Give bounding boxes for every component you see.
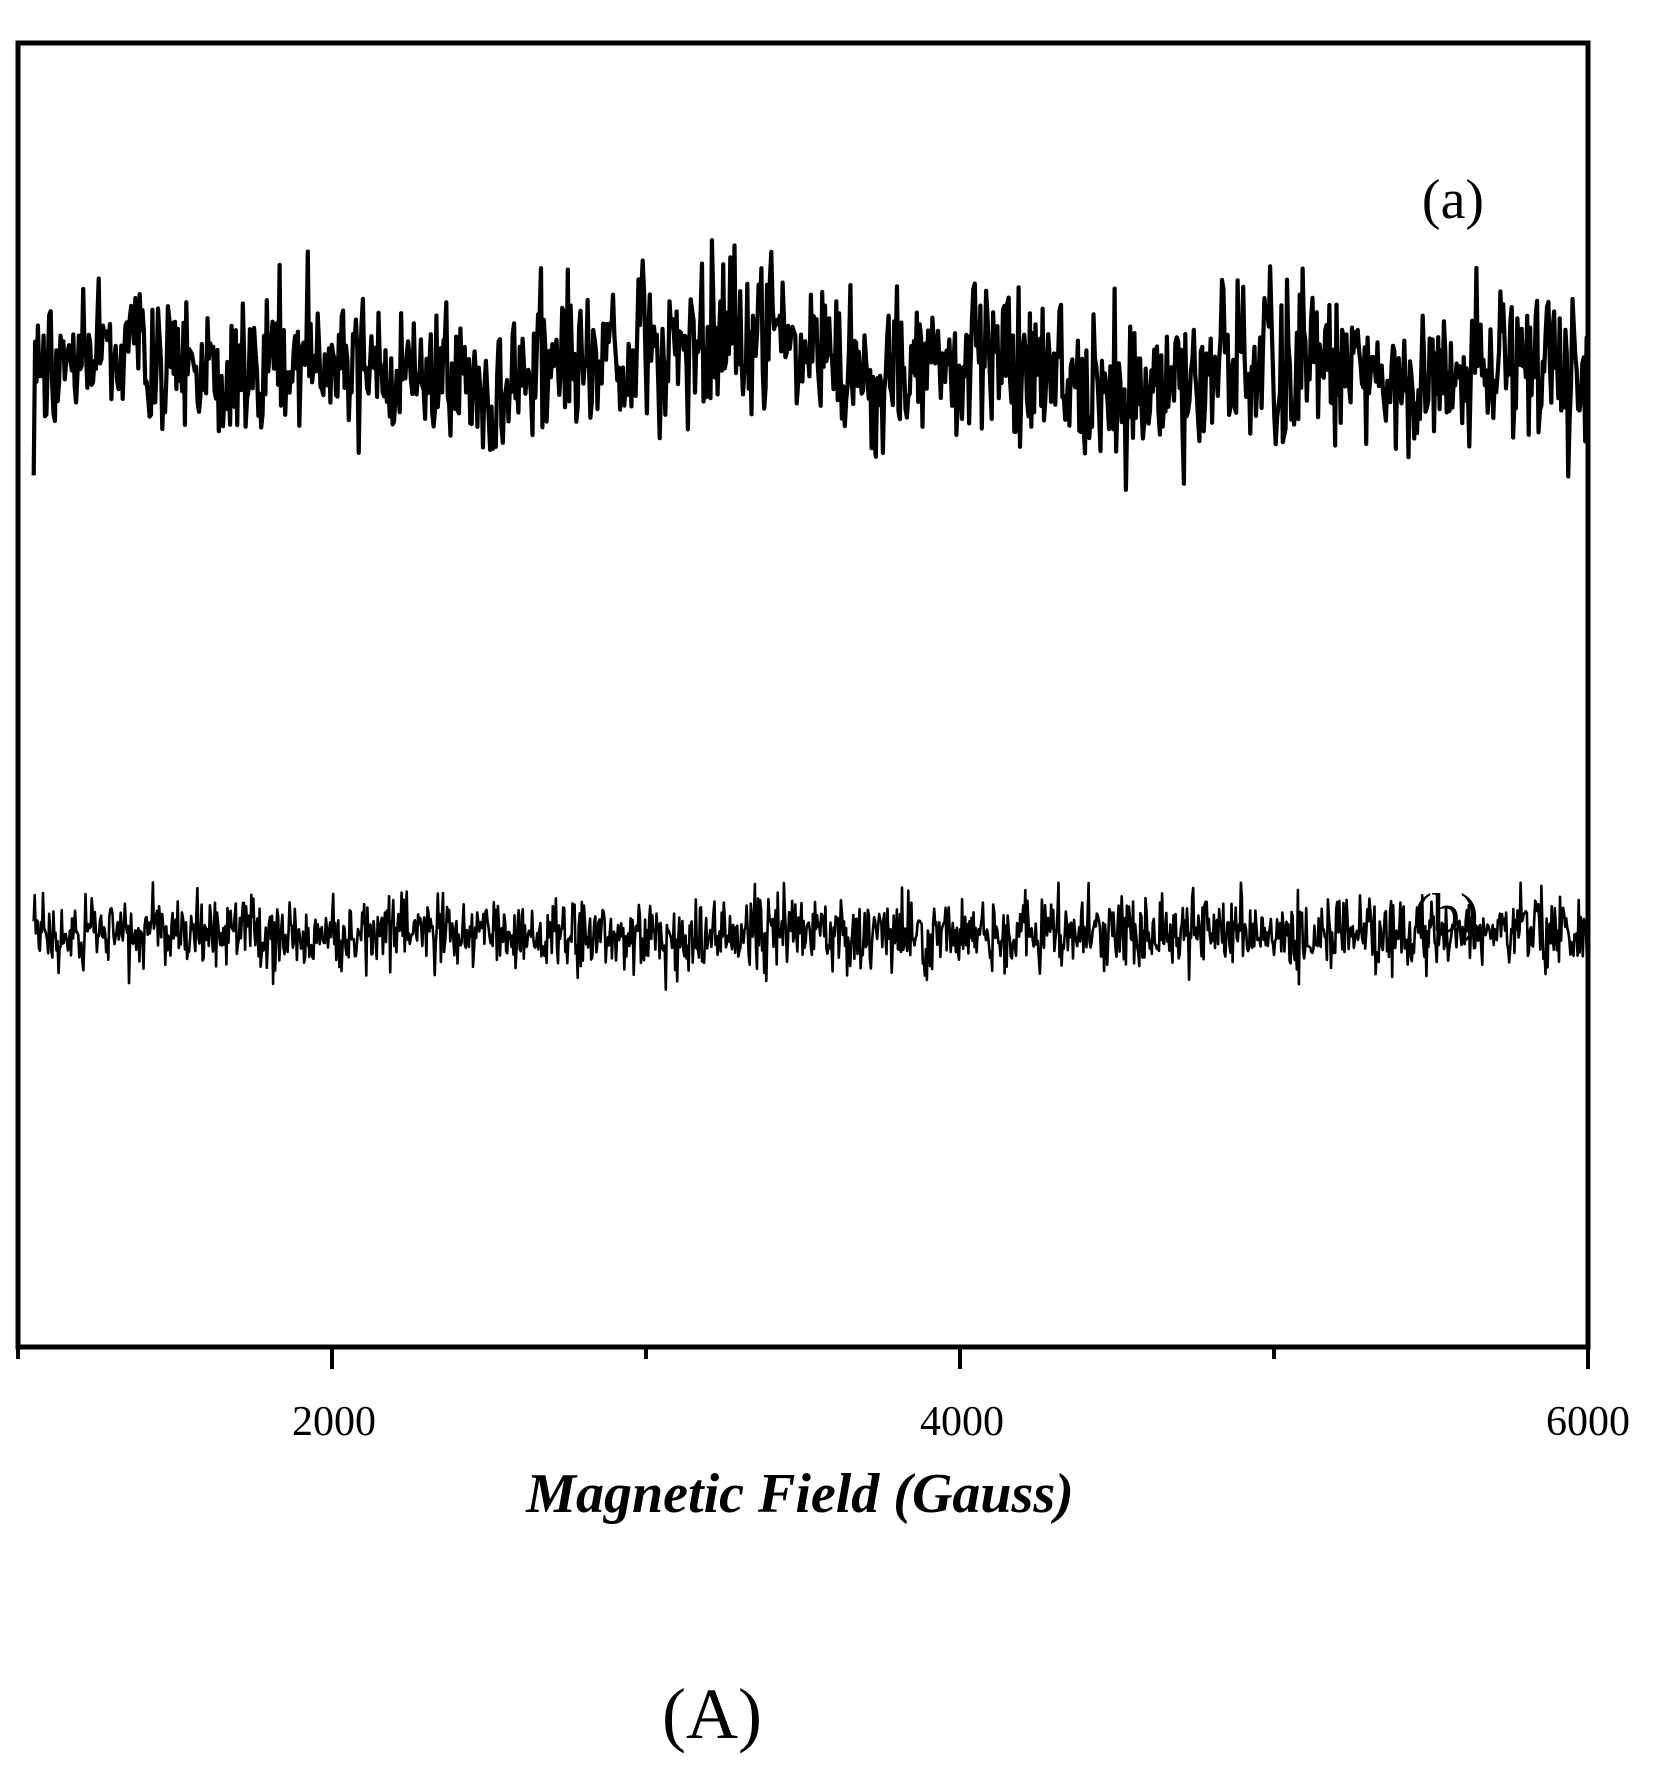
x-ticks bbox=[16, 1347, 1590, 1369]
x-tick-label-6000: 6000 bbox=[1546, 1399, 1630, 1445]
plot-border bbox=[15, 40, 1591, 1350]
series-line-a bbox=[31, 238, 1591, 492]
x-tick-label-2000: 2000 bbox=[292, 1399, 376, 1445]
series-label-a: (a) bbox=[1422, 169, 1484, 231]
plot-frame bbox=[15, 40, 1591, 1350]
trace-group bbox=[31, 238, 1591, 991]
series-line-b bbox=[32, 881, 1590, 991]
x-axis-title: Magnetic Field (Gauss) bbox=[525, 1463, 1074, 1525]
x-tick-label-4000: 4000 bbox=[920, 1399, 1004, 1445]
panel-label: (A) bbox=[662, 1674, 762, 1754]
series-label-b: (b) bbox=[1413, 883, 1478, 945]
